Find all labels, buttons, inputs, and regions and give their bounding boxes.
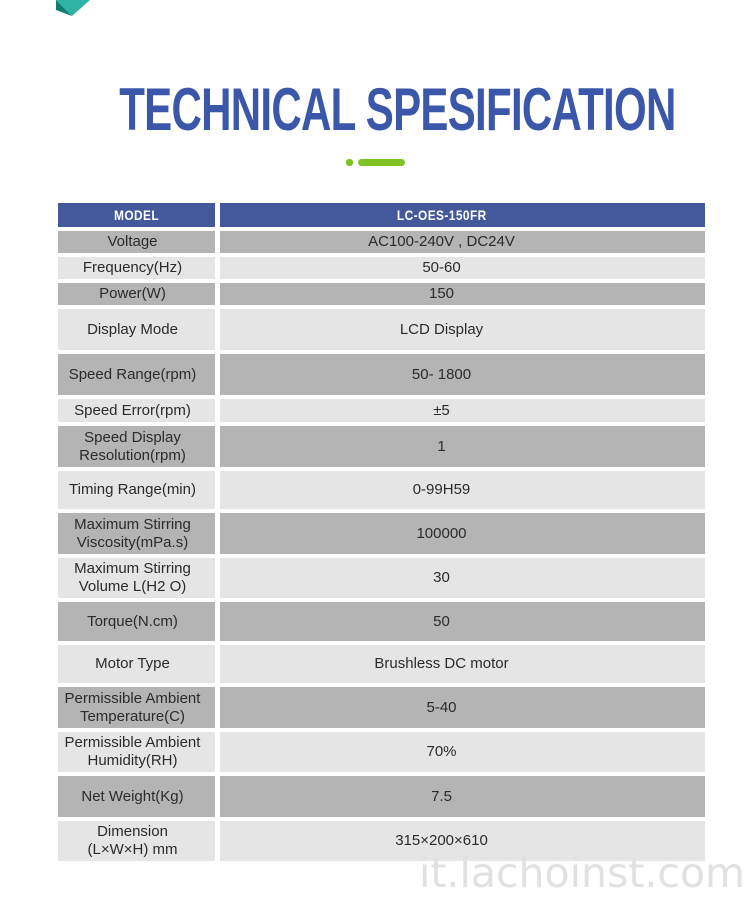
spec-label-cell: Frequency(Hz) — [58, 257, 215, 279]
table-row: Permissible Ambient Humidity(RH) 70% — [58, 732, 705, 772]
table-row: Motor Type Brushless DC motor — [58, 645, 705, 683]
table-row: Frequency(Hz) 50-60 — [58, 257, 705, 279]
spec-value-cell: ±5 — [220, 399, 705, 422]
spec-value-cell: LCD Display — [220, 309, 705, 350]
green-bar-icon — [357, 159, 405, 166]
watermark: it.lachoinst.com — [418, 849, 745, 897]
spec-value-cell: Brushless DC motor — [220, 645, 705, 683]
green-dash-divider — [0, 159, 750, 166]
table-row: Speed Display Resolution(rpm) 1 — [58, 426, 705, 467]
table-row: Maximum Stirring Viscosity(mPa.s) 100000 — [58, 513, 705, 554]
spec-value-cell: 5-40 — [220, 687, 705, 728]
table-row: Display Mode LCD Display — [58, 309, 705, 350]
spec-label-cell: Maximum Stirring Viscosity(mPa.s) — [58, 513, 215, 554]
table-row: Maximum Stirring Volume L(H2 O) 30 — [58, 558, 705, 598]
spec-label-cell: Dimension (L×W×H) mm — [58, 821, 215, 861]
page-title-text: TECHNICAL SPESIFICATION — [119, 76, 676, 143]
model-number-cell: LC-OES-150FR — [220, 203, 705, 227]
spec-label-cell: Speed Display Resolution(rpm) — [58, 426, 215, 467]
table-body: Voltage AC100-240V , DC24V Frequency(Hz)… — [58, 231, 705, 861]
spec-label-cell: Maximum Stirring Volume L(H2 O) — [58, 558, 215, 598]
spec-value-cell: 50-60 — [220, 257, 705, 279]
table-row: Dimension (L×W×H) mm 315×200×610 — [58, 821, 705, 861]
spec-value-cell: AC100-240V , DC24V — [220, 231, 705, 253]
spec-value-cell: 150 — [220, 283, 705, 305]
table-row: Net Weight(Kg) 7.5 — [58, 776, 705, 817]
spec-label-cell: Power(W) — [58, 283, 215, 305]
spec-label-cell: Torque(N.cm) — [58, 602, 215, 641]
page-title: TECHNICAL SPESIFICATION — [0, 80, 750, 140]
spec-label-cell: Speed Error(rpm) — [58, 399, 215, 422]
spec-label-cell: Display Mode — [58, 309, 215, 350]
spec-label-cell: Voltage — [58, 231, 215, 253]
spec-value-cell: 30 — [220, 558, 705, 598]
table-row: Torque(N.cm) 50 — [58, 602, 705, 641]
spec-label-cell: Timing Range(min) — [58, 471, 215, 509]
spec-value-cell: 50- 1800 — [220, 354, 705, 395]
spec-value-cell: 100000 — [220, 513, 705, 554]
spec-value-cell: 0-99H59 — [220, 471, 705, 509]
model-number-label: LC-OES-150FR — [396, 207, 487, 223]
spec-value-cell: 1 — [220, 426, 705, 467]
spec-label-cell: Net Weight(Kg) — [58, 776, 215, 817]
model-header-cell: MODEL — [58, 203, 215, 227]
spec-label-cell: Permissible Ambient Humidity(RH) — [58, 732, 215, 772]
spec-label-cell: Permissible Ambient Temperature(C) — [58, 687, 215, 728]
table-row: Speed Range(rpm) 50- 1800 — [58, 354, 705, 395]
spec-value-cell: 7.5 — [220, 776, 705, 817]
spec-label-cell: Motor Type — [58, 645, 215, 683]
table-row: Timing Range(min) 0-99H59 — [58, 471, 705, 509]
model-header-label: MODEL — [113, 207, 160, 223]
spec-value-cell: 70% — [220, 732, 705, 772]
spec-table: MODEL LC-OES-150FR Voltage AC100-240V , … — [58, 203, 705, 861]
spec-value-cell: 315×200×610 — [220, 821, 705, 861]
table-row: Power(W) 150 — [58, 283, 705, 305]
corner-logo-icon — [56, 0, 90, 16]
spec-value-cell: 50 — [220, 602, 705, 641]
table-row: Voltage AC100-240V , DC24V — [58, 231, 705, 253]
spec-label-cell: Speed Range(rpm) — [58, 354, 215, 395]
table-row: Permissible Ambient Temperature(C) 5-40 — [58, 687, 705, 728]
green-dot-icon — [345, 159, 353, 166]
table-header-row: MODEL LC-OES-150FR — [58, 203, 705, 227]
table-row: Speed Error(rpm) ±5 — [58, 399, 705, 422]
